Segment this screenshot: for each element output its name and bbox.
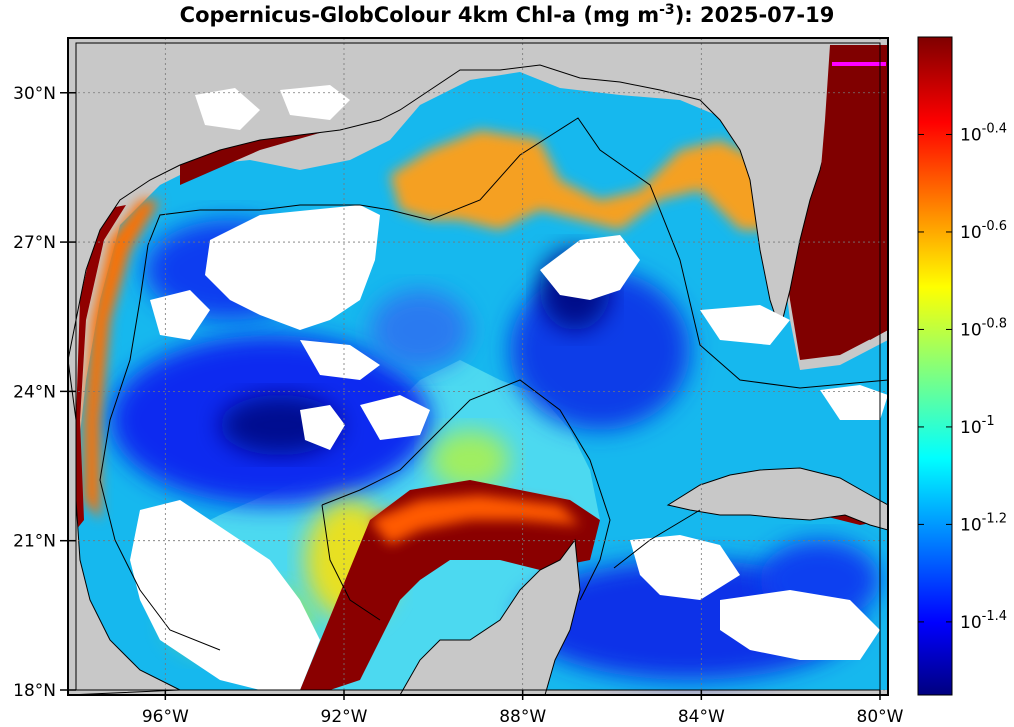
colorbar-tick-label: 10-1.2 xyxy=(960,511,1007,535)
lon-tick-label: 84°W xyxy=(678,707,725,727)
lat-tick-label: 27°N xyxy=(13,233,56,253)
lon-tick-label: 80°W xyxy=(857,707,904,727)
lat-tick-label: 30°N xyxy=(13,84,56,104)
colorbar-tick-label: 10-1 xyxy=(960,414,995,438)
lat-tick-label: 21°N xyxy=(13,532,56,552)
title-prefix: Copernicus-GlobColour 4km Chl-a (mg m xyxy=(179,3,660,27)
colorbar-tick-label: 10-0.4 xyxy=(960,121,1007,145)
coastal-bloom-campeche-bank xyxy=(300,480,600,690)
lon-tick-label: 96°W xyxy=(142,707,189,727)
colorbar: 10-0.4 10-0.6 10-0.8 10-1 10-1.2 10-1.4 xyxy=(917,36,1007,696)
lat-tick-label: 18°N xyxy=(13,681,56,701)
cloud-mask xyxy=(130,85,888,690)
lon-tick-label: 92°W xyxy=(321,707,368,727)
title-suffix: ): 2025-07-19 xyxy=(674,3,835,27)
colorbar-gradient xyxy=(917,36,953,696)
axis-ticks: 96°W 92°W 88°W 84°W 80°W 18°N 21°N 24°N 27°N 30°N xyxy=(13,84,904,727)
colorbar-tick-label: 10-0.8 xyxy=(960,316,1007,340)
map-frame xyxy=(67,37,889,696)
map-frame-inner xyxy=(75,42,881,691)
colorbar-ticks: 10-0.4 10-0.6 10-0.8 10-1 10-1.2 10-1.4 xyxy=(918,121,1007,633)
lon-tick-label: 88°W xyxy=(499,707,546,727)
eez-boundaries xyxy=(99,117,888,651)
colorbar-tick-label: 10-1.4 xyxy=(960,609,1007,633)
map-title: Copernicus-GlobColour 4km Chl-a (mg m-3)… xyxy=(0,2,1014,27)
land-masses xyxy=(68,38,888,695)
title-superscript: -3 xyxy=(659,2,675,18)
lat-tick-label: 24°N xyxy=(13,382,56,402)
colorbar-tick-label: 10-0.6 xyxy=(960,219,1007,243)
map-area xyxy=(68,38,888,695)
